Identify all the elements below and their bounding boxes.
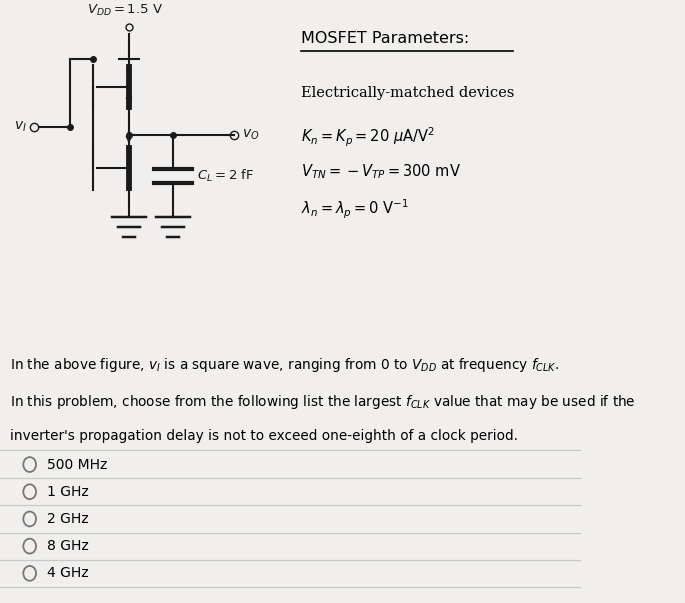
Text: inverter's propagation delay is not to exceed one-eighth of a clock period.: inverter's propagation delay is not to e… xyxy=(10,429,518,443)
Text: In the above figure, $v_I$ is a square wave, ranging from 0 to $V_{DD}$ at frequ: In the above figure, $v_I$ is a square w… xyxy=(10,356,560,374)
Text: 1 GHz: 1 GHz xyxy=(47,485,88,499)
Text: $V_{DD} = 1.5\ \mathrm{V}$: $V_{DD} = 1.5\ \mathrm{V}$ xyxy=(86,2,163,17)
Text: $v_O$: $v_O$ xyxy=(242,128,259,142)
Text: 8 GHz: 8 GHz xyxy=(47,539,88,553)
Text: $K_n = K_p = 20\ \mu\mathrm{A/V}^2$: $K_n = K_p = 20\ \mu\mathrm{A/V}^2$ xyxy=(301,125,435,148)
Text: 2 GHz: 2 GHz xyxy=(47,512,88,526)
Text: $V_{TN} = -V_{TP} = 300\ \mathrm{mV}$: $V_{TN} = -V_{TP} = 300\ \mathrm{mV}$ xyxy=(301,162,461,181)
Text: Electrically-matched devices: Electrically-matched devices xyxy=(301,86,514,99)
Text: 500 MHz: 500 MHz xyxy=(47,458,107,472)
Text: $C_L = 2\ \mathrm{fF}$: $C_L = 2\ \mathrm{fF}$ xyxy=(197,168,254,185)
Text: 4 GHz: 4 GHz xyxy=(47,566,88,580)
Text: MOSFET Parameters:: MOSFET Parameters: xyxy=(301,31,469,46)
Text: $\lambda_n = \lambda_p = 0\ \mathrm{V}^{-1}$: $\lambda_n = \lambda_p = 0\ \mathrm{V}^{… xyxy=(301,198,409,221)
Text: $v_I$: $v_I$ xyxy=(14,120,27,134)
Text: In this problem, choose from the following list the largest $f_{CLK}$ value that: In this problem, choose from the followi… xyxy=(10,393,636,411)
